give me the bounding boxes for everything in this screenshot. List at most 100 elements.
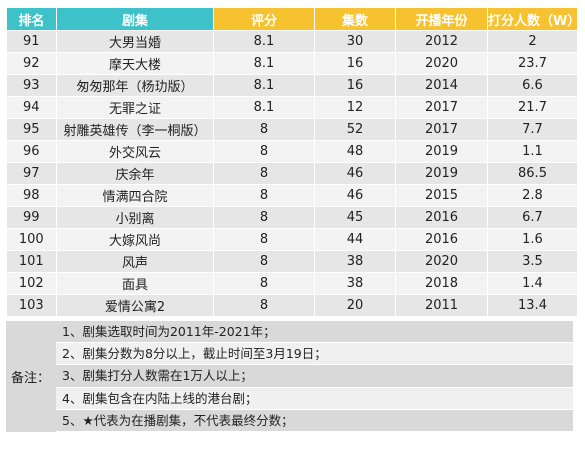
cell-rank: 95	[6, 118, 57, 141]
cell-year: 2015	[395, 184, 488, 207]
cell-score: 8	[213, 206, 315, 229]
cell-raters: 21.7	[487, 96, 578, 119]
cell-raters: 3.5	[487, 250, 578, 273]
cell-rank: 103	[6, 294, 57, 317]
cell-raters: 86.5	[487, 162, 578, 185]
header-year: 开播年份	[395, 7, 488, 31]
cell-rank: 99	[6, 206, 57, 229]
cell-title: 风声	[56, 250, 214, 273]
cell-score: 8.1	[213, 74, 315, 97]
cell-title: 无罪之证	[56, 96, 214, 119]
table-row: 94 无罪之证 8.1 12 2017 21.7	[6, 96, 578, 119]
cell-score: 8	[213, 294, 315, 317]
table-row: 101 风声 8 38 2020 3.5	[6, 250, 578, 273]
cell-episodes: 45	[314, 206, 396, 229]
cell-title: 射雕英雄传（李一桐版）	[56, 118, 214, 141]
cell-episodes: 48	[314, 140, 396, 163]
note-line: 2、剧集分数为8分以上，截止时间至3月19日；	[56, 343, 573, 366]
cell-year: 2016	[395, 206, 488, 229]
cell-episodes: 52	[314, 118, 396, 141]
cell-title: 外交风云	[56, 140, 214, 163]
notes-lines: 1、剧集选取时间为2011年-2021年； 2、剧集分数为8分以上，截止时间至3…	[56, 321, 573, 432]
cell-score: 8	[213, 250, 315, 273]
header-title: 剧集	[56, 7, 214, 31]
cell-raters: 6.7	[487, 206, 578, 229]
cell-score: 8	[213, 228, 315, 251]
cell-rank: 97	[6, 162, 57, 185]
cell-raters: 1.6	[487, 228, 578, 251]
table-row: 100 大嫁风尚 8 44 2016 1.6	[6, 228, 578, 251]
cell-score: 8	[213, 184, 315, 207]
cell-raters: 6.6	[487, 74, 578, 97]
cell-rank: 101	[6, 250, 57, 273]
table-row: 91 大男当婚 8.1 30 2012 2	[6, 30, 578, 53]
cell-raters: 1.1	[487, 140, 578, 163]
cell-title: 庆余年	[56, 162, 214, 185]
cell-raters: 1.4	[487, 272, 578, 295]
cell-score: 8	[213, 272, 315, 295]
cell-year: 2016	[395, 228, 488, 251]
header-raters: 打分人数（W）	[487, 7, 580, 31]
cell-title: 小别离	[56, 206, 214, 229]
cell-rank: 96	[6, 140, 57, 163]
note-line: 3、剧集打分人数需在1万人以上；	[56, 365, 573, 388]
cell-title: 匆匆那年（杨玏版）	[56, 74, 214, 97]
cell-episodes: 38	[314, 272, 396, 295]
cell-year: 2018	[395, 272, 488, 295]
header-row: 排名 剧集 评分 集数 开播年份 打分人数（W）	[6, 7, 580, 31]
cell-year: 2017	[395, 96, 488, 119]
cell-score: 8	[213, 118, 315, 141]
cell-rank: 98	[6, 184, 57, 207]
cell-raters: 23.7	[487, 52, 578, 75]
cell-title: 面具	[56, 272, 214, 295]
cell-year: 2012	[395, 30, 488, 53]
table-row: 103 爱情公寓2 8 20 2011 13.4	[6, 294, 578, 317]
table-row: 95 射雕英雄传（李一桐版） 8 52 2017 7.7	[6, 118, 578, 141]
notes-label: 备注：	[10, 371, 50, 386]
notes-section: 备注： 1、剧集选取时间为2011年-2021年； 2、剧集分数为8分以上，截止…	[6, 321, 573, 432]
ranking-table: 排名 剧集 评分 集数 开播年份 打分人数（W） 91 大男当婚 8.1 30 2012…	[6, 7, 580, 317]
cell-year: 2019	[395, 162, 488, 185]
cell-year: 2014	[395, 74, 488, 97]
table-row: 97 庆余年 8 46 2019 86.5	[6, 162, 578, 185]
cell-score: 8	[213, 162, 315, 185]
cell-raters: 13.4	[487, 294, 578, 317]
cell-rank: 91	[6, 30, 57, 53]
cell-title: 大嫁风尚	[56, 228, 214, 251]
cell-episodes: 46	[314, 184, 396, 207]
cell-episodes: 16	[314, 52, 396, 75]
cell-episodes: 30	[314, 30, 396, 53]
table-row: 99 小别离 8 45 2016 6.7	[6, 206, 578, 229]
cell-title: 大男当婚	[56, 30, 214, 53]
cell-episodes: 44	[314, 228, 396, 251]
cell-title: 摩天大楼	[56, 52, 214, 75]
cell-rank: 93	[6, 74, 57, 97]
cell-raters: 2.8	[487, 184, 578, 207]
note-line: 5、★代表为在播剧集，不代表最终分数；	[56, 409, 573, 432]
table-row: 92 摩天大楼 8.1 16 2020 23.7	[6, 52, 578, 75]
cell-rank: 102	[6, 272, 57, 295]
cell-score: 8.1	[213, 52, 315, 75]
cell-episodes: 12	[314, 96, 396, 119]
note-line: 1、剧集选取时间为2011年-2021年；	[56, 321, 573, 344]
cell-rank: 94	[6, 96, 57, 119]
cell-title: 情满四合院	[56, 184, 214, 207]
header-rank: 排名	[6, 7, 57, 31]
cell-episodes: 46	[314, 162, 396, 185]
cell-score: 8.1	[213, 96, 315, 119]
cell-raters: 7.7	[487, 118, 578, 141]
cell-title: 爱情公寓2	[56, 294, 214, 317]
note-line: 4、剧集包含在内陆上线的港台剧；	[56, 387, 573, 410]
cell-episodes: 20	[314, 294, 396, 317]
table-row: 102 面具 8 38 2018 1.4	[6, 272, 578, 295]
header-episodes: 集数	[314, 7, 396, 31]
cell-year: 2020	[395, 250, 488, 273]
table-row: 93 匆匆那年（杨玏版） 8.1 16 2014 6.6	[6, 74, 578, 97]
cell-year: 2019	[395, 140, 488, 163]
cell-score: 8.1	[213, 30, 315, 53]
cell-rank: 92	[6, 52, 57, 75]
header-score: 评分	[213, 7, 315, 31]
cell-episodes: 38	[314, 250, 396, 273]
table-row: 98 情满四合院 8 46 2015 2.8	[6, 184, 578, 207]
cell-year: 2020	[395, 52, 488, 75]
